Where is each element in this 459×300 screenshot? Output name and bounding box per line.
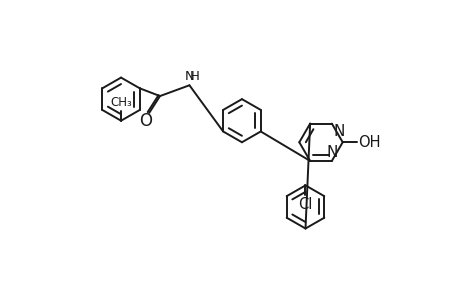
- Text: H: H: [190, 70, 200, 83]
- Text: N: N: [333, 124, 344, 140]
- Text: CH₃: CH₃: [110, 96, 132, 109]
- Text: N: N: [326, 145, 337, 160]
- Text: Cl: Cl: [298, 197, 312, 212]
- Text: O: O: [139, 112, 152, 130]
- Text: OH: OH: [358, 135, 380, 150]
- Text: N: N: [185, 70, 194, 83]
